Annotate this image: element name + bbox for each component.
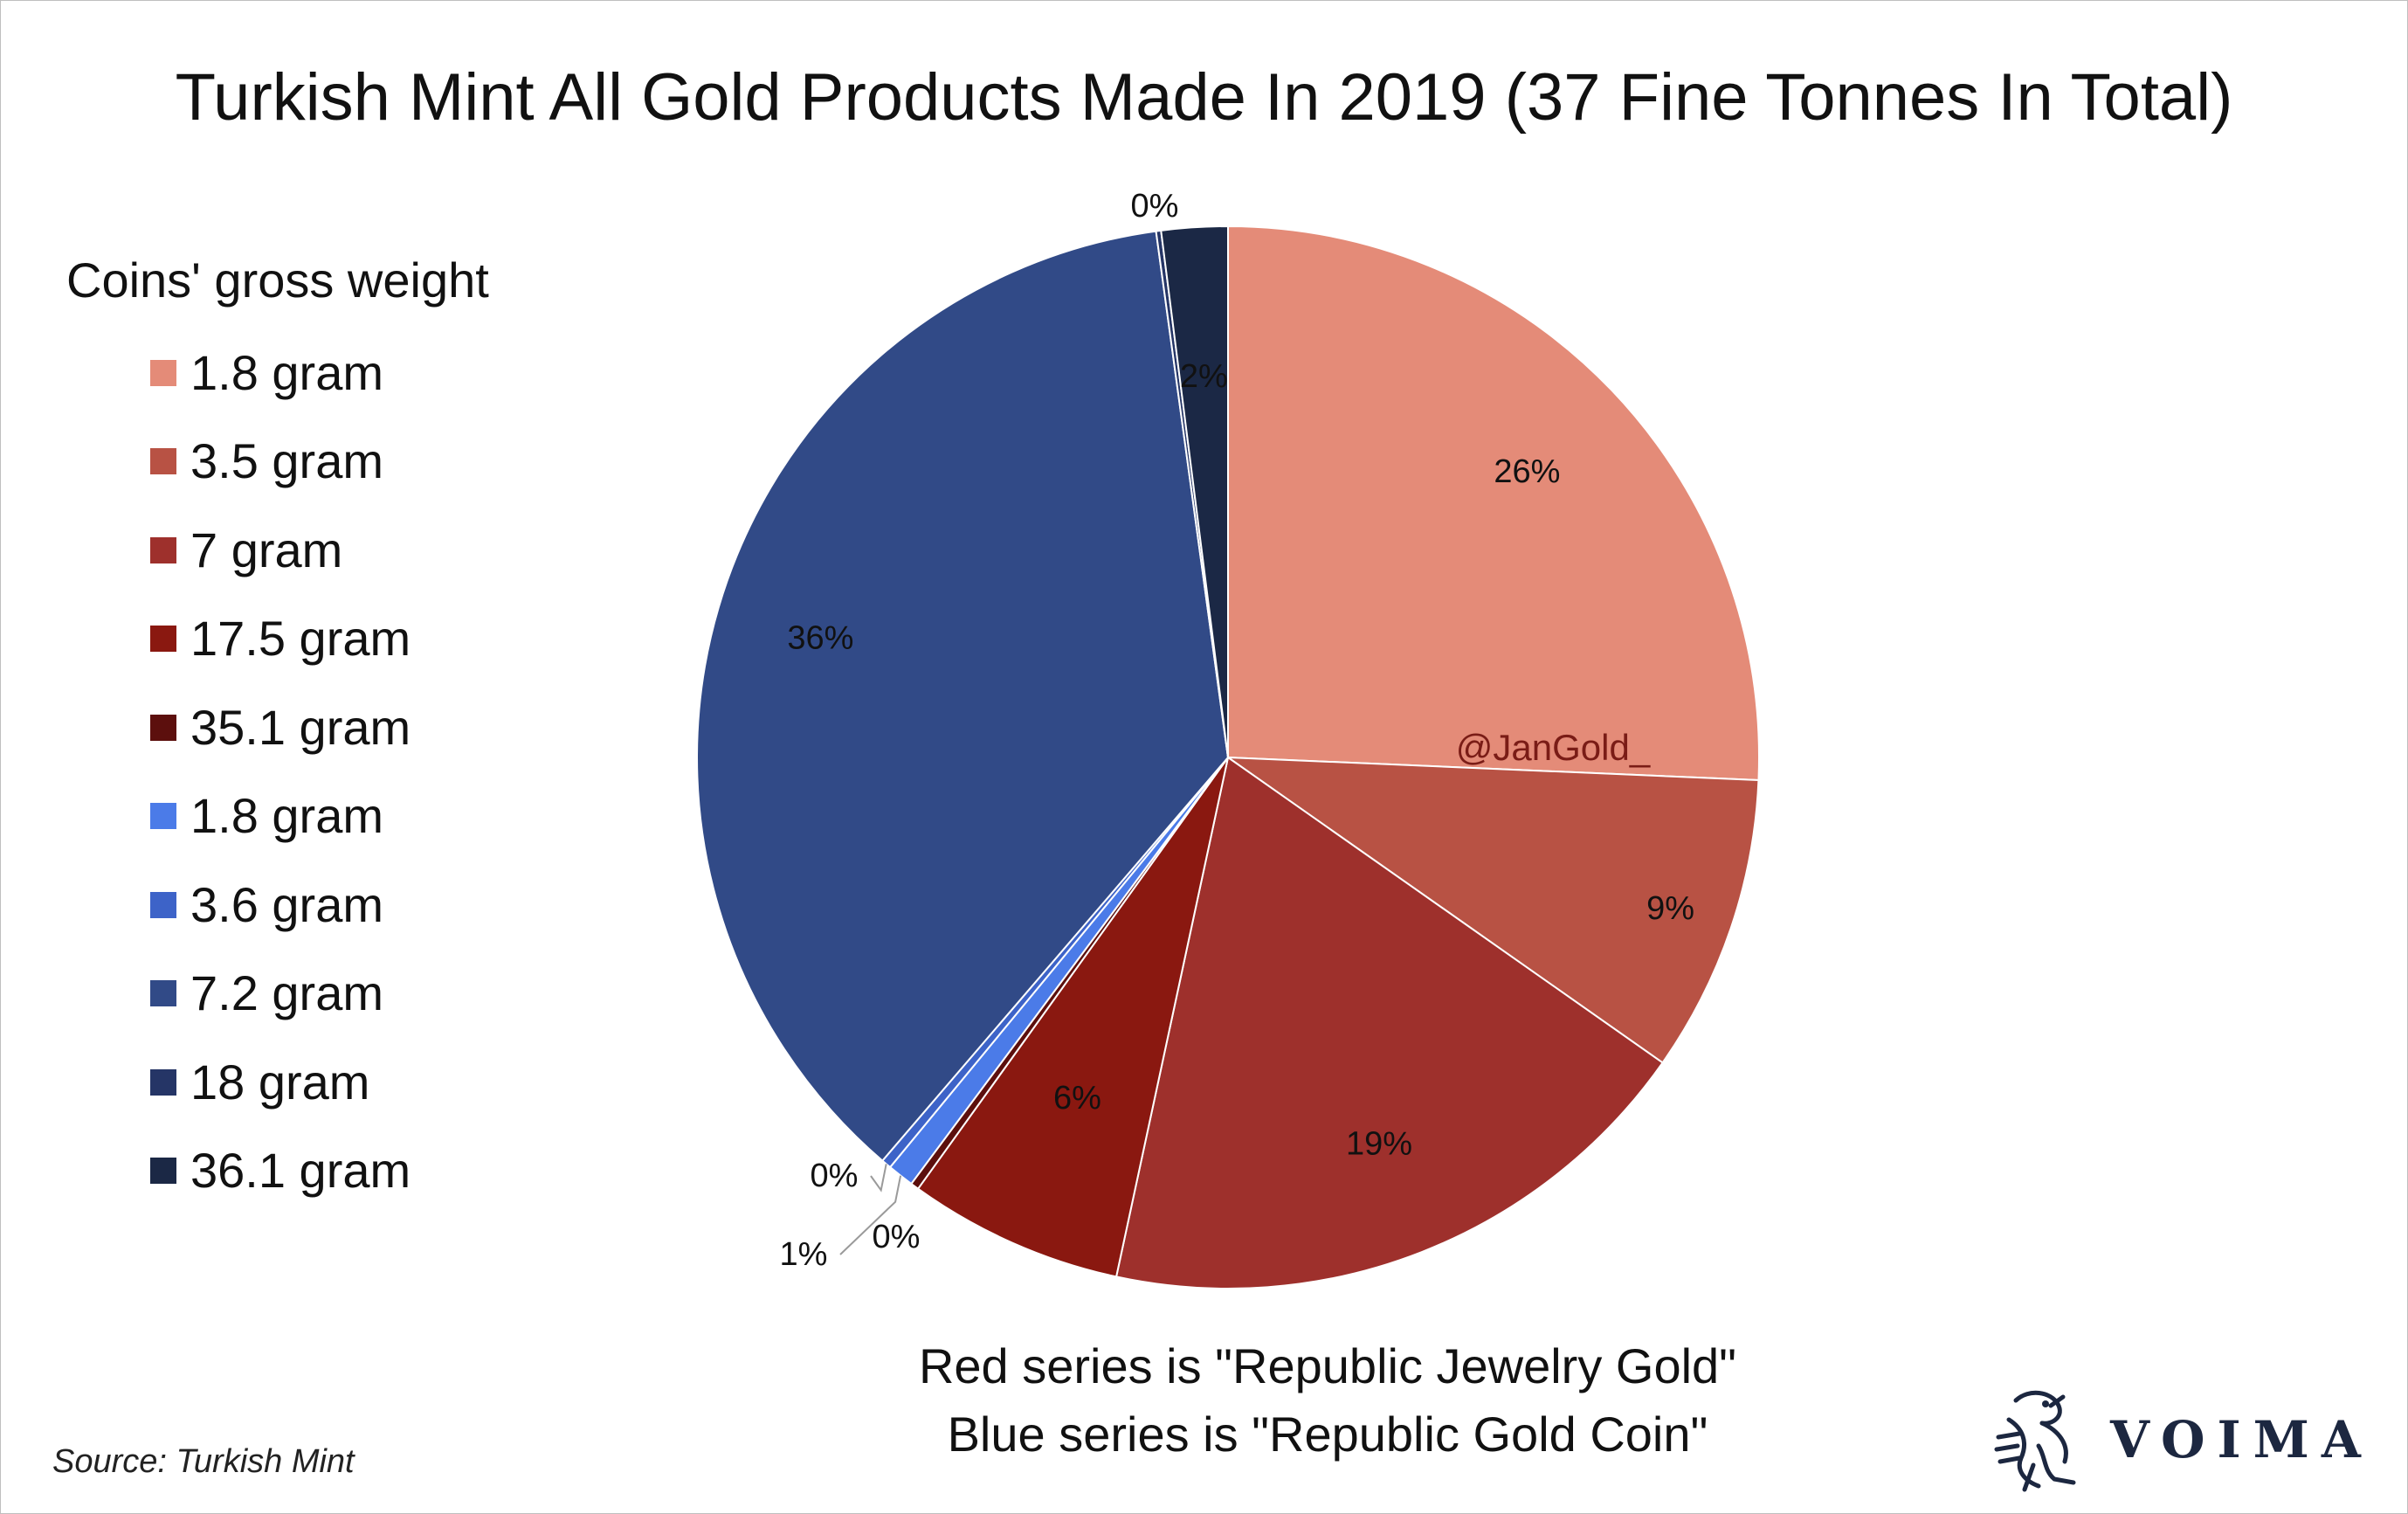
brand-name: VOIMA: [2110, 1409, 2373, 1469]
legend-item: 17.5 gram: [150, 595, 489, 684]
legend-label: 1.8 gram: [190, 788, 383, 844]
pie-labels: 26% 9% 19% 6% 0% 1% 0% 36% 0% 2%: [780, 188, 1695, 1273]
pie-slice: [1227, 225, 1760, 782]
source-note: Source: Turkish Mint: [52, 1443, 355, 1480]
pie-slice: [1114, 756, 1664, 1289]
griffin-logo-icon: [1994, 1390, 2076, 1492]
pie-data-label: 9%: [1646, 890, 1694, 927]
pie-leader-line: [839, 1175, 902, 1255]
pie-data-label: 1%: [780, 1236, 828, 1273]
legend-swatch: [150, 359, 176, 386]
legend-swatch: [150, 536, 176, 563]
pie-data-label: 26%: [1494, 453, 1560, 490]
pie-data-label: 6%: [1053, 1080, 1101, 1116]
series-note-red: Red series is "Republic Jewelry Gold": [918, 1338, 1737, 1393]
legend: Coins' gross weight 1.8 gram 3.5 gram 7 gr…: [66, 250, 489, 1215]
pie-slice: [916, 757, 1229, 1278]
legend-item: 7.2 gram: [150, 950, 489, 1039]
legend-swatch: [150, 714, 176, 741]
pie-slice: [1225, 756, 1760, 1064]
series-notes: Red series is "Republic Jewelry Gold" Bl…: [542, 1332, 2114, 1469]
legend-item: 36.1 gram: [150, 1127, 489, 1216]
legend-list: 1.8 gram 3.5 gram 7 gram 17.5 gram 35.1 gram…: [150, 328, 489, 1215]
pie-slices: [696, 225, 1760, 1289]
pie-slice: [1160, 225, 1229, 758]
pie-data-label: 2%: [1180, 358, 1228, 395]
legend-swatch: [150, 891, 176, 918]
pie-leader-line: [870, 1164, 887, 1193]
legend-item: 7 gram: [150, 506, 489, 595]
pie-slice: [696, 230, 1230, 1163]
legend-item: 3.6 gram: [150, 861, 489, 950]
legend-label: 17.5 gram: [190, 611, 411, 667]
legend-swatch: [150, 1068, 176, 1096]
legend-item: 1.8 gram: [150, 328, 489, 418]
legend-label: 35.1 gram: [190, 699, 411, 755]
legend-item: 3.5 gram: [150, 418, 489, 507]
pie-data-label: 0%: [873, 1219, 921, 1255]
series-note-blue: Blue series is "Republic Gold Coin": [947, 1407, 1708, 1462]
legend-swatch: [150, 980, 176, 1007]
legend-swatch: [150, 1158, 176, 1185]
brand: VOIMA: [1990, 1385, 2373, 1494]
legend-label: 7 gram: [190, 522, 343, 577]
legend-swatch: [150, 448, 176, 475]
legend-label: 3.5 gram: [190, 433, 383, 489]
legend-label: 3.6 gram: [190, 876, 383, 932]
legend-item: 1.8 gram: [150, 772, 489, 861]
legend-label: 7.2 gram: [190, 965, 383, 1021]
pie-data-label: 36%: [787, 620, 853, 657]
pie-data-label: 0%: [811, 1158, 859, 1194]
pie-leader-lines: [839, 1164, 902, 1255]
legend-label: 1.8 gram: [190, 344, 383, 400]
pie-data-label: 0%: [1131, 188, 1179, 225]
legend-swatch: [150, 803, 176, 830]
legend-swatch: [150, 626, 176, 653]
legend-label: 18 gram: [190, 1054, 370, 1110]
legend-item: 18 gram: [150, 1038, 489, 1127]
chart-title: Turkish Mint All Gold Products Made In 2…: [175, 60, 2233, 135]
legend-item: 35.1 gram: [150, 683, 489, 772]
pie-data-label: 19%: [1346, 1126, 1412, 1163]
legend-label: 36.1 gram: [190, 1143, 411, 1199]
legend-title: Coins' gross weight: [66, 252, 489, 308]
watermark: @JanGold_: [1456, 727, 1651, 768]
